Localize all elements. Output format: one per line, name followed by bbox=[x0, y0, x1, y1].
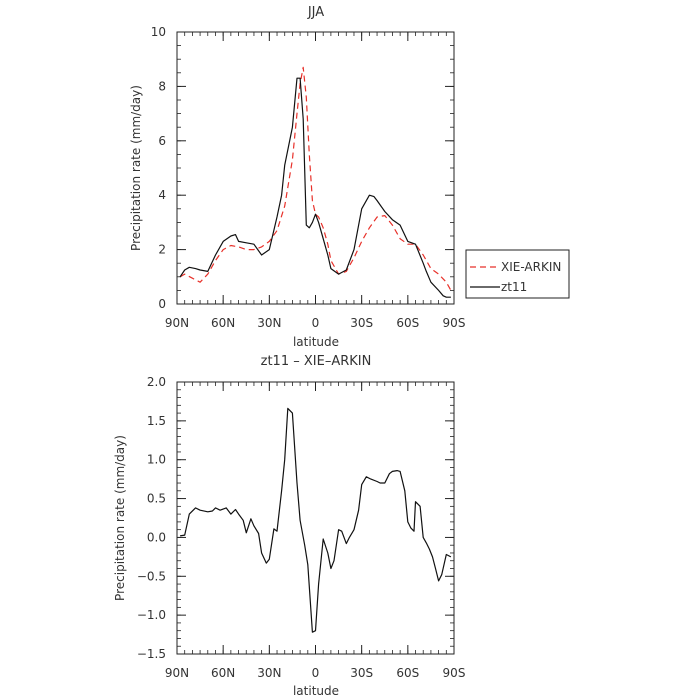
y-tick-label: 1.5 bbox=[147, 414, 166, 428]
y-tick-label: −1.0 bbox=[137, 608, 166, 622]
y-tick-label: 10 bbox=[151, 25, 166, 39]
chart-title: JJA bbox=[307, 5, 324, 20]
legend-label-xie-arkin: XIE-ARKIN bbox=[501, 260, 561, 274]
legend-box bbox=[465, 249, 570, 299]
y-tick-label: 0.5 bbox=[147, 492, 166, 506]
x-tick-label: 90S bbox=[443, 666, 466, 680]
x-tick-label: 60S bbox=[396, 666, 419, 680]
y-tick-label: 0.0 bbox=[147, 530, 166, 544]
x-tick-label: 90N bbox=[165, 666, 189, 680]
x-tick-label: 30S bbox=[350, 666, 373, 680]
y-tick-label: 8 bbox=[158, 79, 166, 93]
x-tick-label: 30N bbox=[257, 666, 281, 680]
y-tick-label: 2.0 bbox=[147, 375, 166, 389]
plot-frame bbox=[176, 31, 455, 305]
x-tick-label: 30N bbox=[257, 316, 281, 330]
y-tick-label: 0 bbox=[158, 297, 166, 311]
x-tick-label: 30S bbox=[350, 316, 373, 330]
x-tick-label: 60N bbox=[211, 316, 235, 330]
x-tick-label: 0 bbox=[312, 666, 320, 680]
y-axis-label: Precipitation rate (mm/day) bbox=[113, 435, 127, 601]
y-tick-label: 2 bbox=[158, 243, 166, 257]
y-tick-label: 1.0 bbox=[147, 453, 166, 467]
chart-difference: zt11 – XIE–ARKIN Precipitation rate (mm/… bbox=[113, 354, 465, 698]
x-tick-label: 90N bbox=[165, 316, 189, 330]
legend-label-zt11: zt11 bbox=[501, 280, 527, 294]
y-axis-label: Precipitation rate (mm/day) bbox=[129, 85, 143, 251]
plot-frame bbox=[176, 381, 455, 655]
chart-title: zt11 – XIE–ARKIN bbox=[261, 354, 372, 369]
x-tick-label: 0 bbox=[312, 316, 320, 330]
x-tick-label: 60S bbox=[396, 316, 419, 330]
legend: XIE-ARKIN zt11 bbox=[465, 249, 570, 299]
x-tick-label: 90S bbox=[443, 316, 466, 330]
x-axis-label: latitude bbox=[293, 684, 339, 698]
y-tick-label: 4 bbox=[158, 188, 166, 202]
y-tick-label: −1.5 bbox=[137, 647, 166, 661]
x-tick-label: 60N bbox=[211, 666, 235, 680]
y-tick-label: −0.5 bbox=[137, 569, 166, 583]
y-tick-label: 6 bbox=[158, 134, 166, 148]
series-line-xie-arkin bbox=[179, 66, 452, 291]
series-line-1 bbox=[179, 407, 452, 633]
x-axis-label: latitude bbox=[293, 335, 339, 349]
series-line-zt11 bbox=[179, 77, 451, 298]
chart-jja: JJA Precipitation rate (mm/day) latitude… bbox=[129, 5, 570, 349]
